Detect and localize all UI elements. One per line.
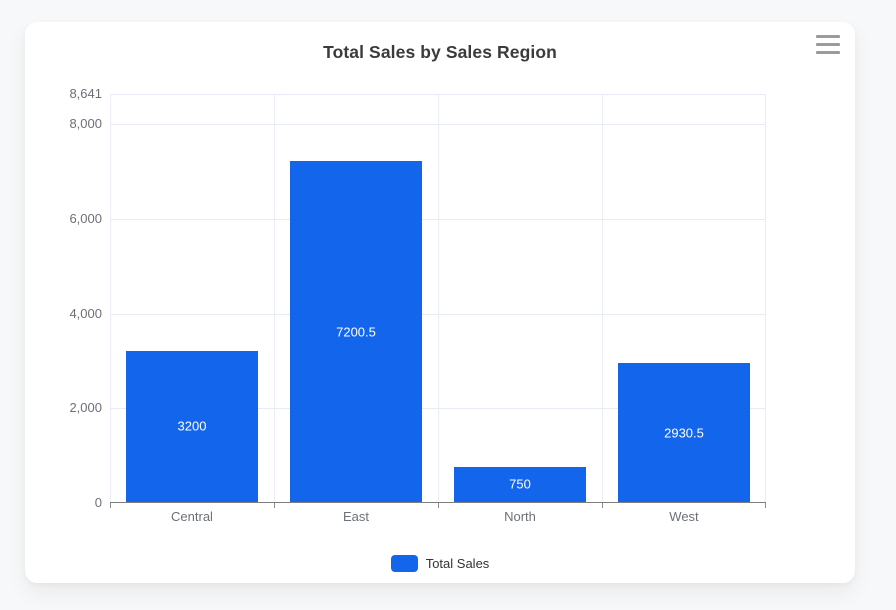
x-gridline [110,94,111,502]
bar-north[interactable]: 750 [454,466,586,502]
hamburger-bar [816,34,840,38]
x-gridline [274,94,275,502]
bar-west[interactable]: 2930.5 [618,363,750,502]
x-gridline [765,94,766,502]
y-axis-tick-label: 2,000 [69,400,102,416]
x-axis-tick [602,503,603,508]
x-gridline [438,94,439,502]
legend-swatch [390,555,418,572]
x-axis-tick [274,503,275,508]
x-axis-tick [110,503,111,508]
bar-value-label: 3200 [177,418,207,434]
bar-value-label: 7200.5 [336,324,376,340]
x-axis-tick [765,503,766,508]
plot-area: 3200 7200.5 750 2930.5 [110,94,766,508]
hamburger-bar [816,50,840,54]
legend-item-total-sales[interactable]: Total Sales [25,555,855,572]
x-axis-tick [438,503,439,508]
hamburger-bar [816,42,840,46]
x-axis-category-label: Central [171,509,213,524]
bar-value-label: 2930.5 [664,425,704,441]
y-axis-tick-label: 4,000 [69,305,102,321]
chart-title: Total Sales by Sales Region [323,42,557,62]
x-axis-category-label: West [669,509,699,524]
y-axis-tick-label: 0 [94,495,102,510]
hamburger-menu-icon[interactable] [816,32,842,56]
y-axis-tick-label: 6,000 [69,211,102,226]
bar-central[interactable]: 3200 [126,350,258,502]
x-axis-category-label: North [504,509,536,524]
x-gridline [602,94,603,502]
y-axis-tick-label: 8,641 [69,86,102,101]
legend-label: Total Sales [425,556,490,571]
chart-area: 3200 7200.5 750 2930.5 8,641 8,000 6,000 4,000… [25,22,855,583]
x-axis-category-label: East [342,509,369,524]
chart-card: Total Sales by Sales Region 3200 7200.5 75… [25,22,855,583]
y-axis-tick-label: 8,000 [69,116,102,132]
bar-east[interactable]: 7200.5 [290,161,422,502]
bar-value-label: 750 [509,476,531,492]
